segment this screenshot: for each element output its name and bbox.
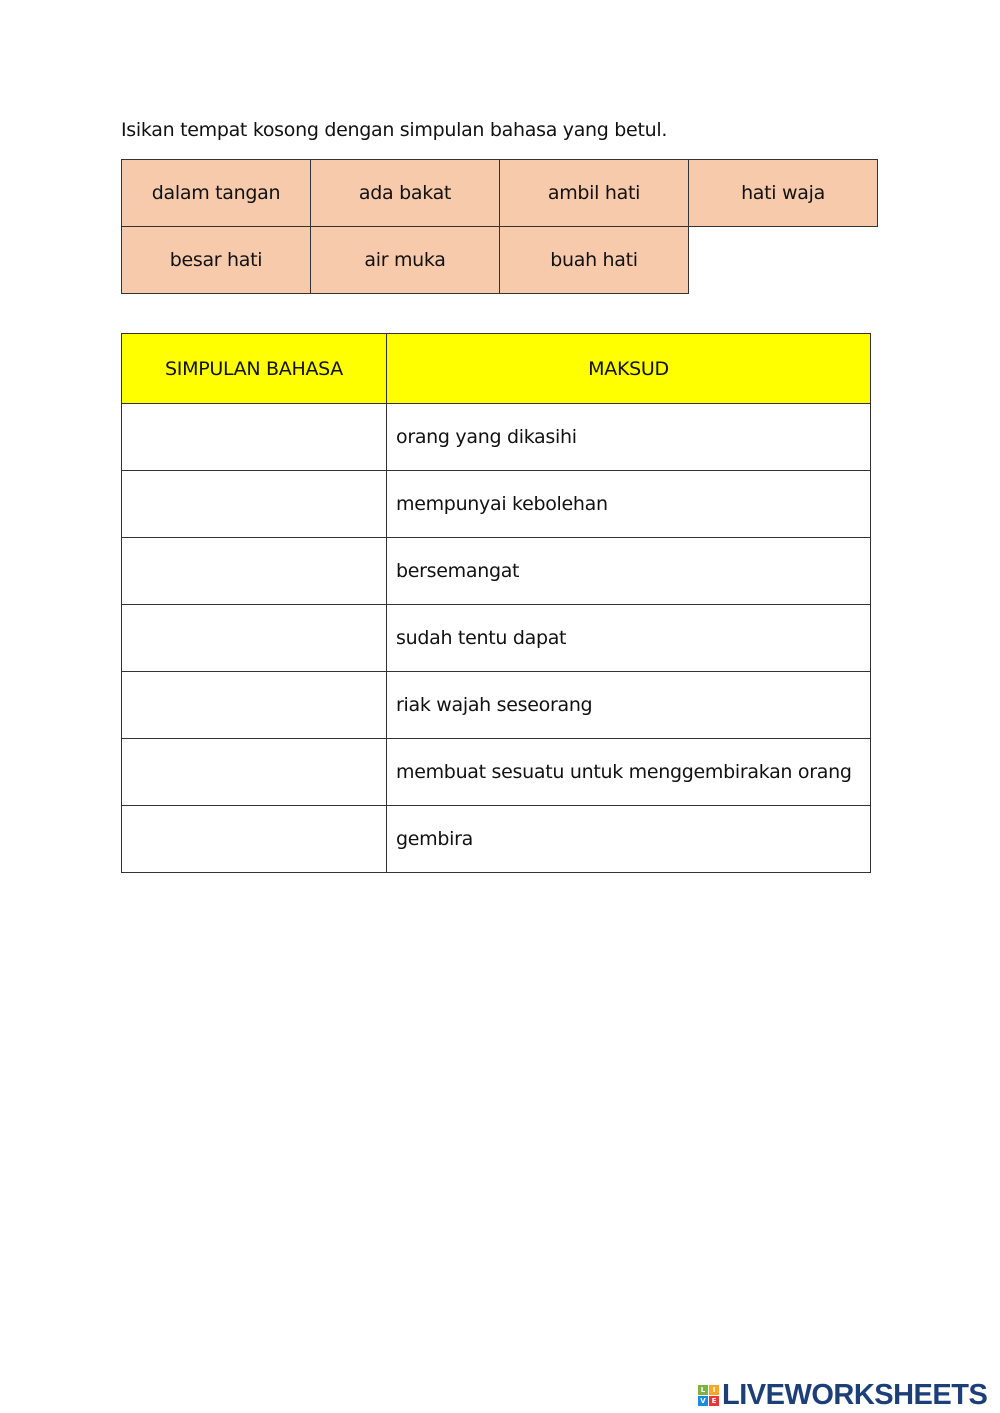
meaning-cell: orang yang dikasihi [386,403,871,471]
answer-input[interactable] [122,806,386,872]
meaning-cell: gembira [386,805,871,873]
answer-input[interactable] [122,605,386,671]
word-bank-item: ambil hati [499,159,689,227]
meaning-cell: sudah tentu dapat [386,604,871,672]
answer-input[interactable] [122,471,386,537]
instruction: Isikan tempat kosong dengan simpulan bah… [121,119,668,141]
answer-input[interactable] [122,672,386,738]
answer-input[interactable] [122,739,386,805]
word-bank-item: ada bakat [310,159,500,227]
word-bank-item: dalam tangan [121,159,311,227]
word-bank-item: buah hati [499,226,689,294]
header-simpulan-bahasa: SIMPULAN BAHASA [121,333,387,404]
answer-table: SIMPULAN BAHASA MAKSUD orang yang dikasi… [121,333,871,873]
word-bank: dalam tangan ada bakat ambil hati hati w… [121,159,878,294]
meaning-cell: membuat sesuatu untuk menggembirakan ora… [386,738,871,806]
liveworksheets-logo: L I V E LIVEWORKSHEETS [698,1379,988,1412]
logo-blocks-icon: L I V E [698,1385,719,1406]
meaning-cell: riak wajah seseorang [386,671,871,739]
meaning-cell: mempunyai kebolehan [386,470,871,538]
empty-cell [689,227,878,294]
answer-input[interactable] [122,538,386,604]
word-bank-item: air muka [310,226,500,294]
answer-input[interactable] [122,404,386,470]
word-bank-item: besar hati [121,226,311,294]
word-bank-item: hati waja [688,159,878,227]
logo-text: LIVEWORKSHEETS [722,1379,988,1411]
header-maksud: MAKSUD [386,333,871,404]
meaning-cell: bersemangat [386,537,871,605]
